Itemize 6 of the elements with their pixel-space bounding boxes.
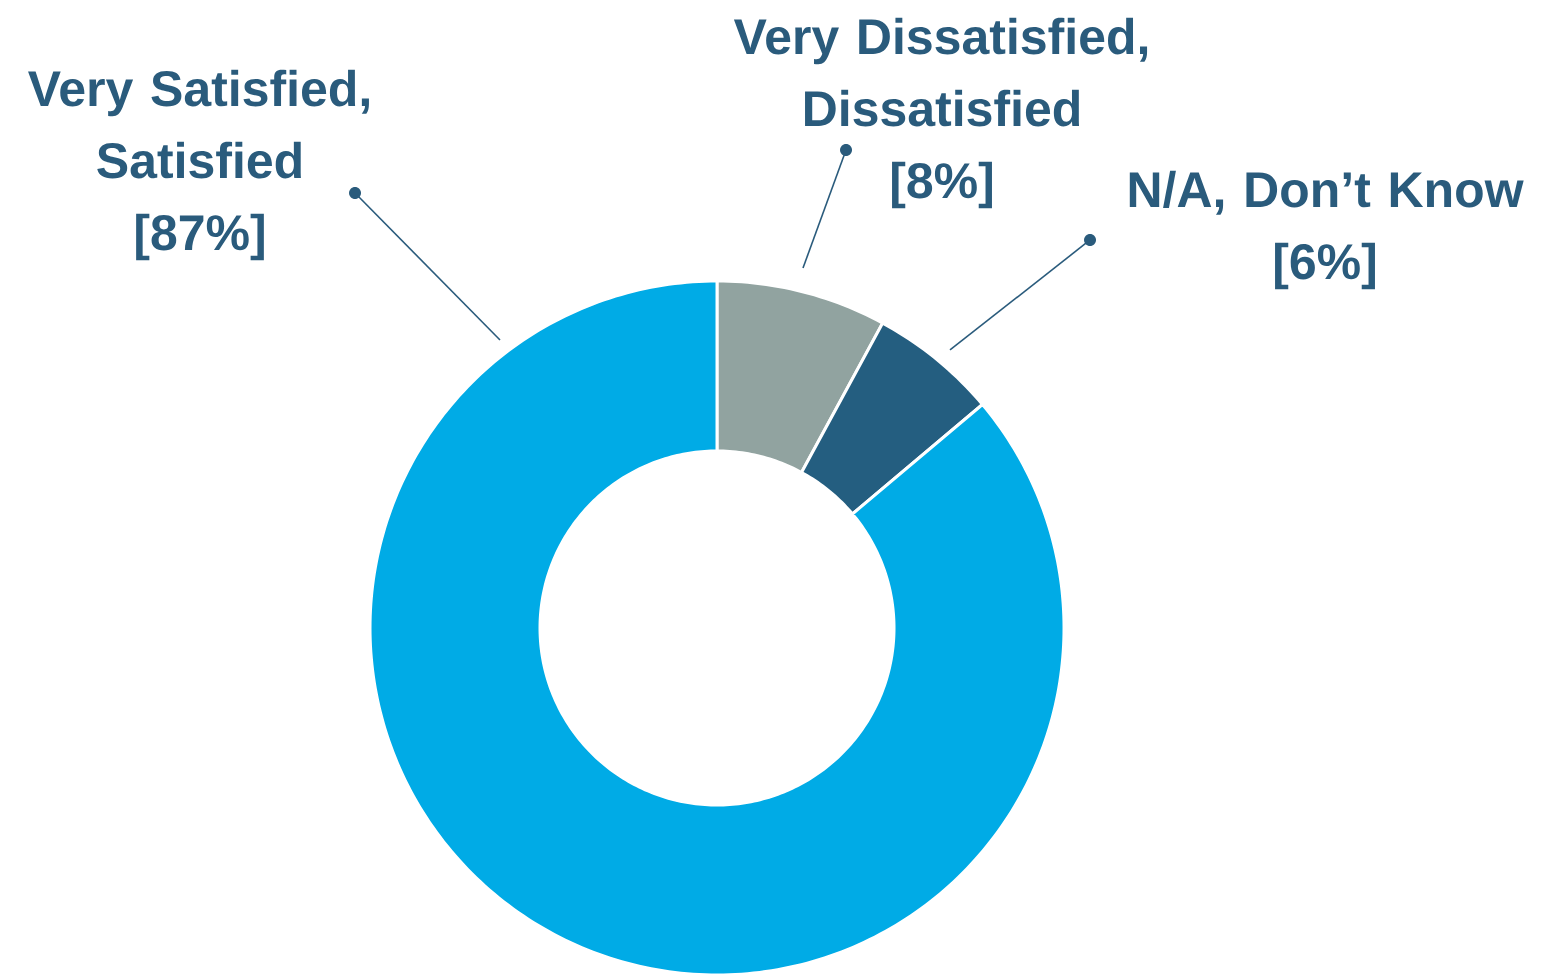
slice-label: Very Dissatisfied, Dissatisfied: [733, 17, 1148, 127]
data-label: [87%]: [136, 213, 264, 261]
slice-label: N/A, Don’t Know: [1129, 170, 1524, 215]
data-label: [6%]: [1275, 242, 1375, 290]
data-label: [8%]: [892, 161, 992, 209]
slice-label: Very Satisfied, Satisfied: [28, 69, 369, 179]
